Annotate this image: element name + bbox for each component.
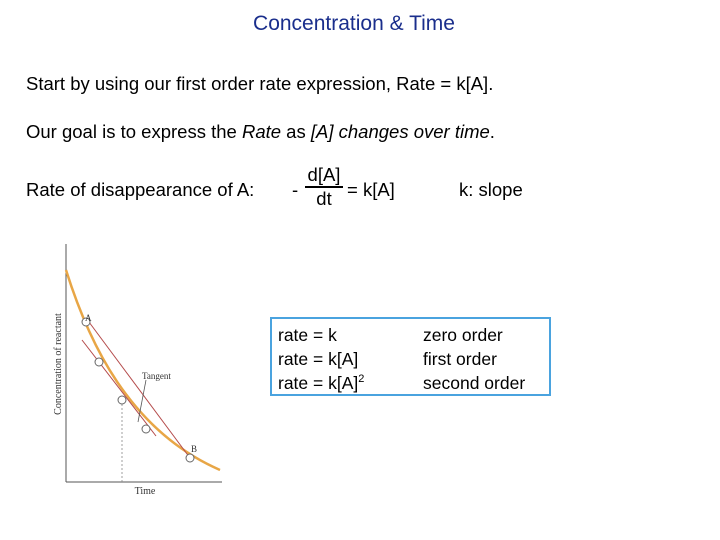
derivative-fraction: d[A] dt: [303, 164, 345, 210]
order-expr: rate = k: [278, 325, 337, 345]
slope-note: k: slope: [459, 179, 523, 200]
order-name: second order: [423, 373, 526, 393]
order-row-first: rate = k[A] first order: [278, 349, 497, 370]
order-exponent: 2: [358, 373, 365, 386]
point-marker-4: [141, 424, 151, 434]
rate-order-table: rate = k zero order rate = k[A] first or…: [270, 317, 551, 396]
fraction-denominator: dt: [316, 187, 332, 209]
rate-equals: = k[A]: [347, 179, 395, 200]
point-a-label: A: [85, 313, 92, 323]
point-b-marker: [185, 453, 195, 463]
point-a-marker: [81, 317, 91, 327]
point-b-label: B: [191, 444, 197, 454]
goal-period: .: [489, 121, 495, 142]
y-axis-label: Concentration of reactant: [53, 313, 64, 415]
goal-text-1: Our goal is to express the: [26, 121, 242, 142]
order-name: first order: [423, 349, 497, 369]
order-name: zero order: [423, 325, 503, 345]
goal-line: Our goal is to express the Rate as [A] c…: [26, 121, 495, 143]
point-marker-2: [94, 357, 104, 367]
goal-rate: Rate: [241, 121, 282, 142]
goal-changes: [A] changes over time: [310, 121, 490, 142]
slide-title: Concentration & Time: [253, 12, 455, 35]
concentration-curve: [64, 269, 221, 472]
x-axis-label: Time: [135, 486, 156, 497]
order-expr: rate = k[A]: [278, 349, 359, 369]
order-row-zero: rate = k zero order: [278, 325, 503, 346]
secant-line: [85, 317, 191, 459]
intro-line: Start by using our first order rate expr…: [26, 73, 494, 94]
order-row-second: rate = k[A]2 second order: [278, 373, 525, 394]
point-marker-3: [117, 395, 127, 405]
tangent-label: Tangent: [142, 371, 171, 381]
tangent-line: [81, 339, 157, 437]
fraction-bar: [305, 186, 343, 188]
rate-label: Rate of disappearance of A:: [26, 179, 255, 200]
minus-sign: -: [292, 179, 299, 200]
concentration-time-graph: Concentration of reactant Time A B Tange…: [53, 244, 222, 497]
order-expr: rate = k[A]: [278, 373, 359, 393]
fraction-numerator: d[A]: [307, 164, 341, 185]
tangent-pointer: [137, 379, 147, 423]
goal-text-2: as: [281, 121, 311, 142]
